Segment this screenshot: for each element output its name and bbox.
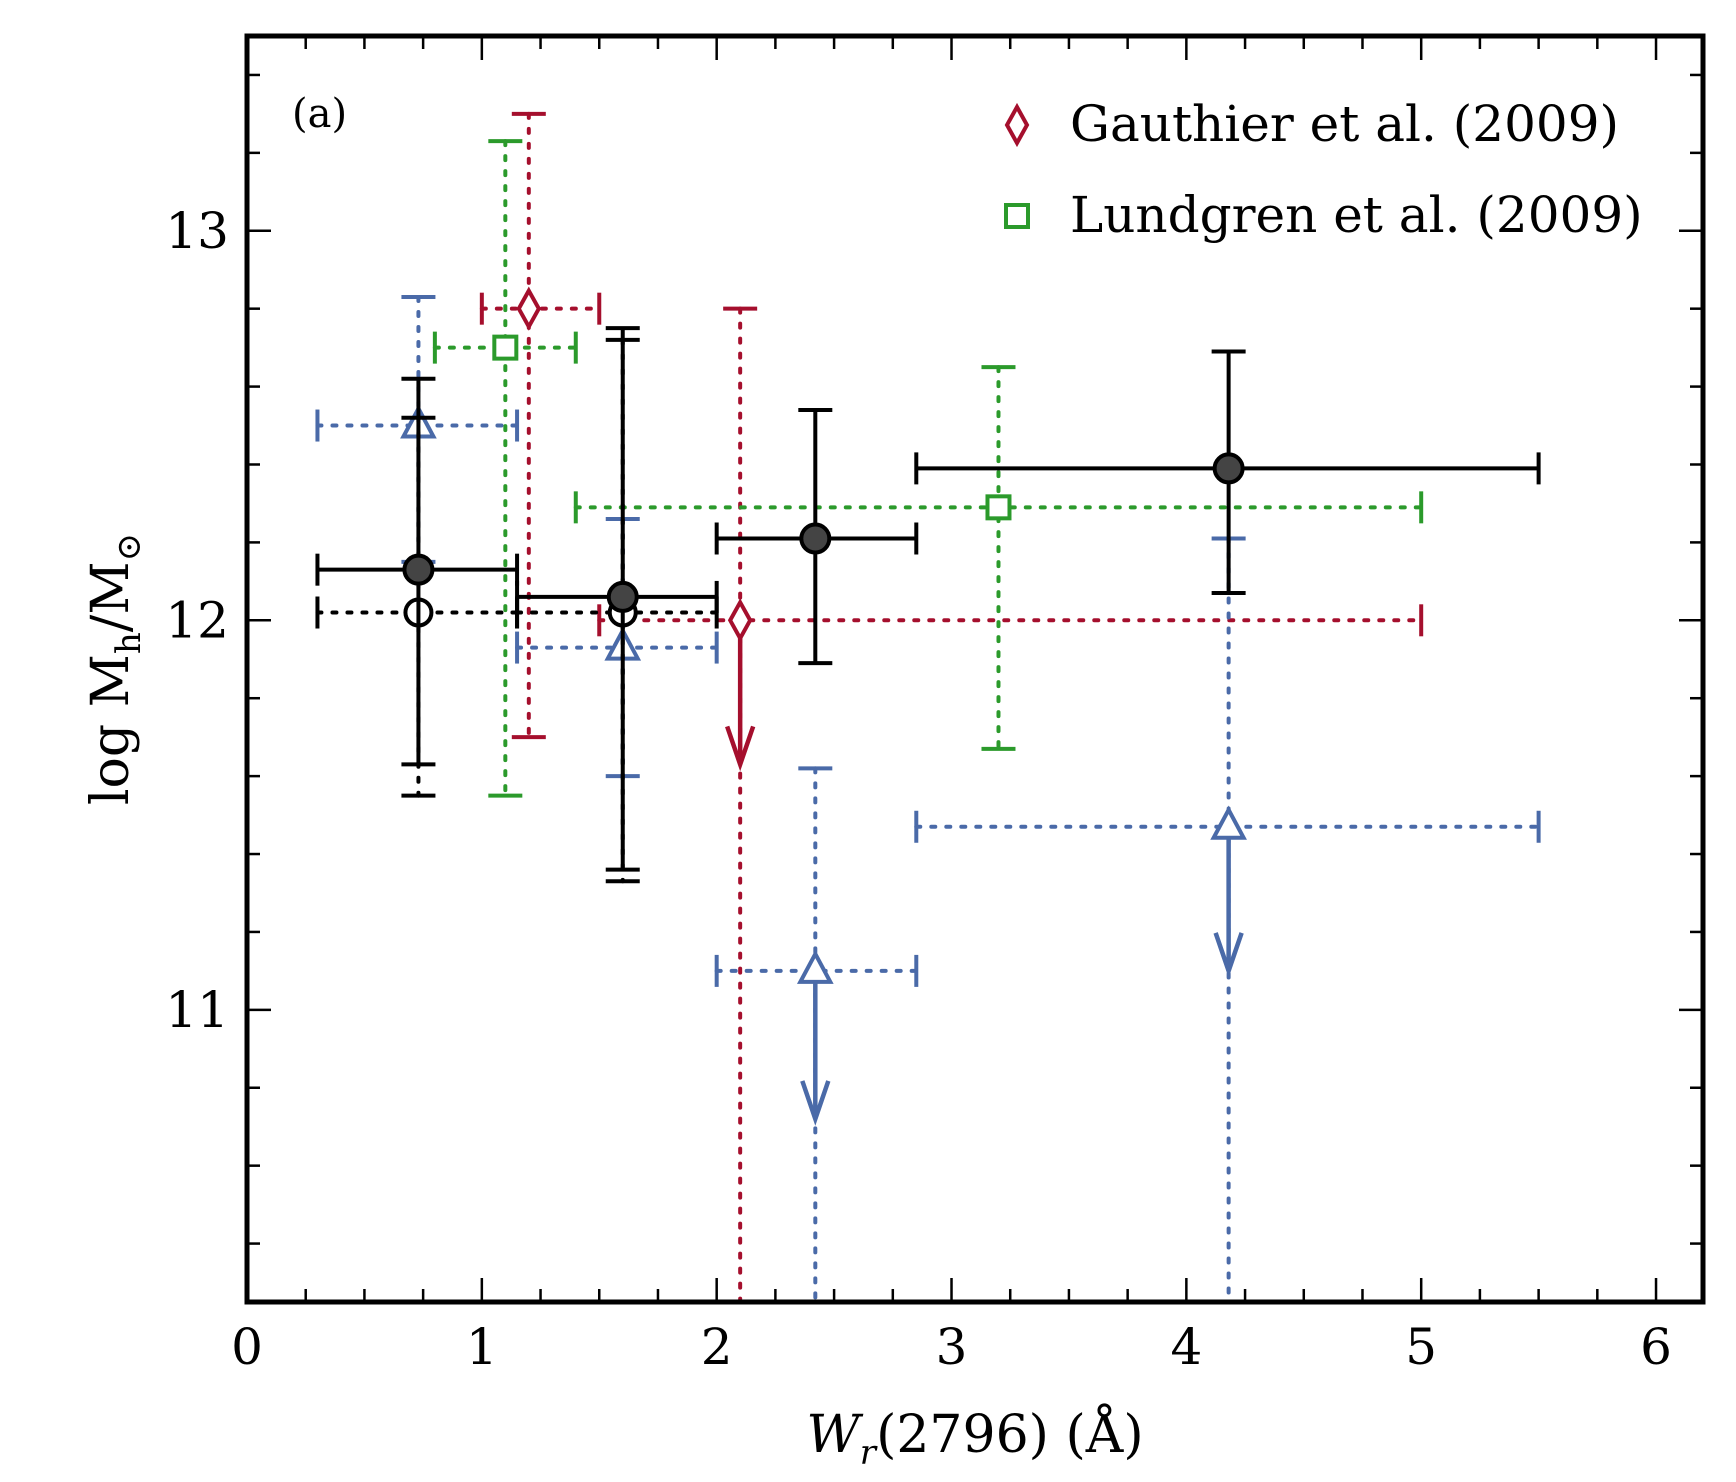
x-title-sub: r [860, 1433, 878, 1473]
data-point [914, 536, 1541, 1304]
data-point-marker [492, 334, 519, 361]
y-title-pre: log M [81, 654, 141, 805]
upper-limit-arrow-head [725, 725, 756, 772]
series-gauthier [479, 111, 1424, 1304]
x-tick-label: 5 [1405, 1318, 1437, 1376]
legend-label: Lundgren et al. (2009) [1070, 186, 1643, 244]
x-title-main: W [806, 1405, 863, 1465]
upper-limit-arrow-head [1213, 932, 1244, 978]
data-point-marker [1004, 203, 1030, 229]
data-point [515, 326, 719, 872]
series-black_filled [315, 326, 1541, 872]
data-layer [315, 111, 1541, 1304]
data-point-marker [402, 553, 435, 586]
data-point [714, 766, 919, 1304]
x-tick-label: 3 [936, 1318, 968, 1376]
panel-label: (a) [292, 91, 347, 137]
x-title-rest: (2796) (Å) [876, 1403, 1144, 1465]
data-point-marker [1210, 805, 1247, 840]
data-point-marker [1004, 102, 1030, 148]
data-point-marker [1212, 452, 1245, 485]
y-title-sub: h [109, 632, 149, 654]
legend: Gauthier et al. (2009) Lundgren et al. (2… [1004, 95, 1643, 244]
y-title-sub2: ⊙ [109, 533, 149, 562]
data-point [597, 306, 1424, 1304]
upper-limit-arrow-head [800, 1080, 831, 1126]
legend-item: Gauthier et al. (2009) [1004, 95, 1619, 153]
x-tick-label: 0 [231, 1318, 263, 1376]
data-point [714, 407, 919, 666]
data-point-marker [985, 494, 1012, 521]
x-axis-title: Wr(2796) (Å) [806, 1403, 1143, 1473]
y-tick-label: 11 [165, 981, 229, 1039]
y-tick-label: 13 [165, 202, 229, 260]
data-point-marker [796, 949, 834, 984]
data-point [315, 376, 520, 767]
series-blue_triangle [315, 294, 1541, 1304]
data-point-marker [799, 522, 832, 555]
x-tick-label: 6 [1640, 1318, 1672, 1376]
y-axis-title: log Mh/M⊙ [81, 533, 149, 805]
legend-label: Gauthier et al. (2009) [1070, 95, 1619, 153]
series-lundgren [432, 139, 1424, 798]
legend-item: Lundgren et al. (2009) [1004, 186, 1643, 244]
x-tick-label: 2 [701, 1318, 733, 1376]
data-point-marker [727, 598, 753, 643]
data-point [515, 517, 719, 779]
y-tick-label: 12 [165, 591, 229, 649]
y-title-rest: /M [81, 561, 141, 632]
x-tick-label: 4 [1170, 1318, 1202, 1376]
x-tick-label: 1 [466, 1318, 498, 1376]
data-point [432, 139, 578, 798]
plot-frame [244, 33, 1706, 1305]
data-point [479, 111, 602, 740]
data-point [573, 365, 1424, 751]
data-point-marker [516, 286, 542, 331]
data-point [914, 349, 1541, 596]
data-point-marker [606, 580, 639, 613]
